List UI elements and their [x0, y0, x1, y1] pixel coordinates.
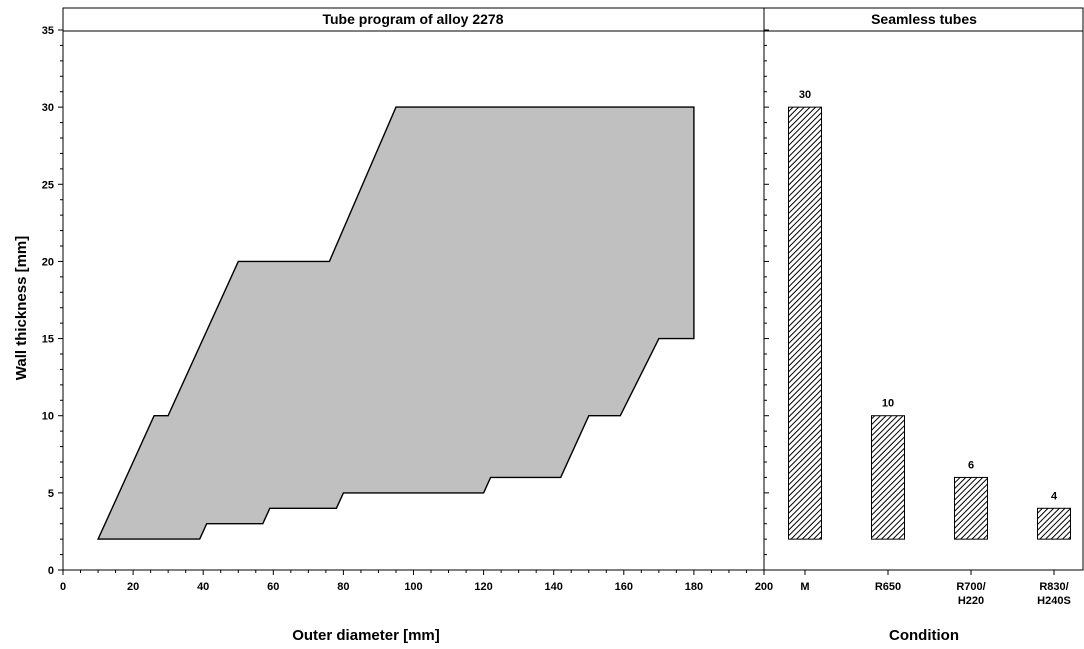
- seamless-tubes-panel: 30 M 10 R650 6 R700/H220 4 R830/H240S Seamless …: [764, 11, 1071, 644]
- bar-value-label: 10: [882, 398, 894, 410]
- x-tick-label: 80: [337, 581, 349, 593]
- y-tick-label: 30: [42, 102, 54, 114]
- bar-r830: [1037, 507, 1071, 540]
- x-axis-ticks: 0 20 40 60 80 100 120 140 160 180 200: [60, 570, 773, 593]
- right-panel-title: Seamless tubes: [871, 11, 977, 27]
- x-tick-label: 120: [474, 581, 492, 593]
- y-tick-label: 20: [42, 256, 54, 268]
- x-tick-label: 180: [685, 581, 703, 593]
- x-tick-label: 0: [60, 581, 66, 593]
- condition-bars: 30 M 10 R650 6 R700/H220 4 R830/H240S: [788, 89, 1071, 607]
- y-tick-label: 15: [42, 334, 54, 346]
- bar-value-label: 4: [1051, 490, 1058, 502]
- x-tick-label: 40: [197, 581, 209, 593]
- category-label: R830/H240S: [1037, 581, 1071, 607]
- x-axis-title: Outer diameter [mm]: [292, 627, 440, 644]
- category-label: R650: [875, 581, 901, 593]
- y-tick-label: 25: [42, 179, 54, 191]
- tube-program-area: [97, 106, 695, 540]
- bar-r650: [871, 415, 905, 540]
- x-tick-label: 20: [127, 581, 139, 593]
- y-tick-label: 10: [42, 411, 54, 423]
- category-label: R700/H220: [956, 581, 985, 607]
- y-tick-label: 0: [48, 565, 54, 577]
- category-label: M: [800, 581, 809, 593]
- y-tick-label: 5: [48, 488, 54, 500]
- x-tick-label: 140: [545, 581, 563, 593]
- bar-r700: [954, 476, 988, 540]
- x-tick-label: 200: [755, 581, 773, 593]
- tube-program-panel: 0 5 10 15 20 25 30 35 0 20 40 60 80 100 120 140 160 180 2…: [13, 11, 773, 644]
- y-axis-ticks: 0 5 10 15 20 25 30 35: [42, 25, 63, 577]
- y-tick-label: 35: [42, 25, 54, 37]
- x-tick-label: 160: [615, 581, 633, 593]
- right-axis-ticks: [764, 29, 769, 571]
- bar-value-label: 6: [968, 459, 974, 471]
- bar-m: [788, 106, 822, 540]
- x-tick-label: 100: [404, 581, 422, 593]
- left-panel-title: Tube program of alloy 2278: [322, 11, 503, 27]
- plot-frame: [62, 7, 1084, 571]
- bar-value-label: 30: [799, 89, 811, 101]
- condition-axis-title: Condition: [889, 627, 959, 644]
- y-axis-title: Wall thickness [mm]: [13, 236, 30, 380]
- x-tick-label: 60: [267, 581, 279, 593]
